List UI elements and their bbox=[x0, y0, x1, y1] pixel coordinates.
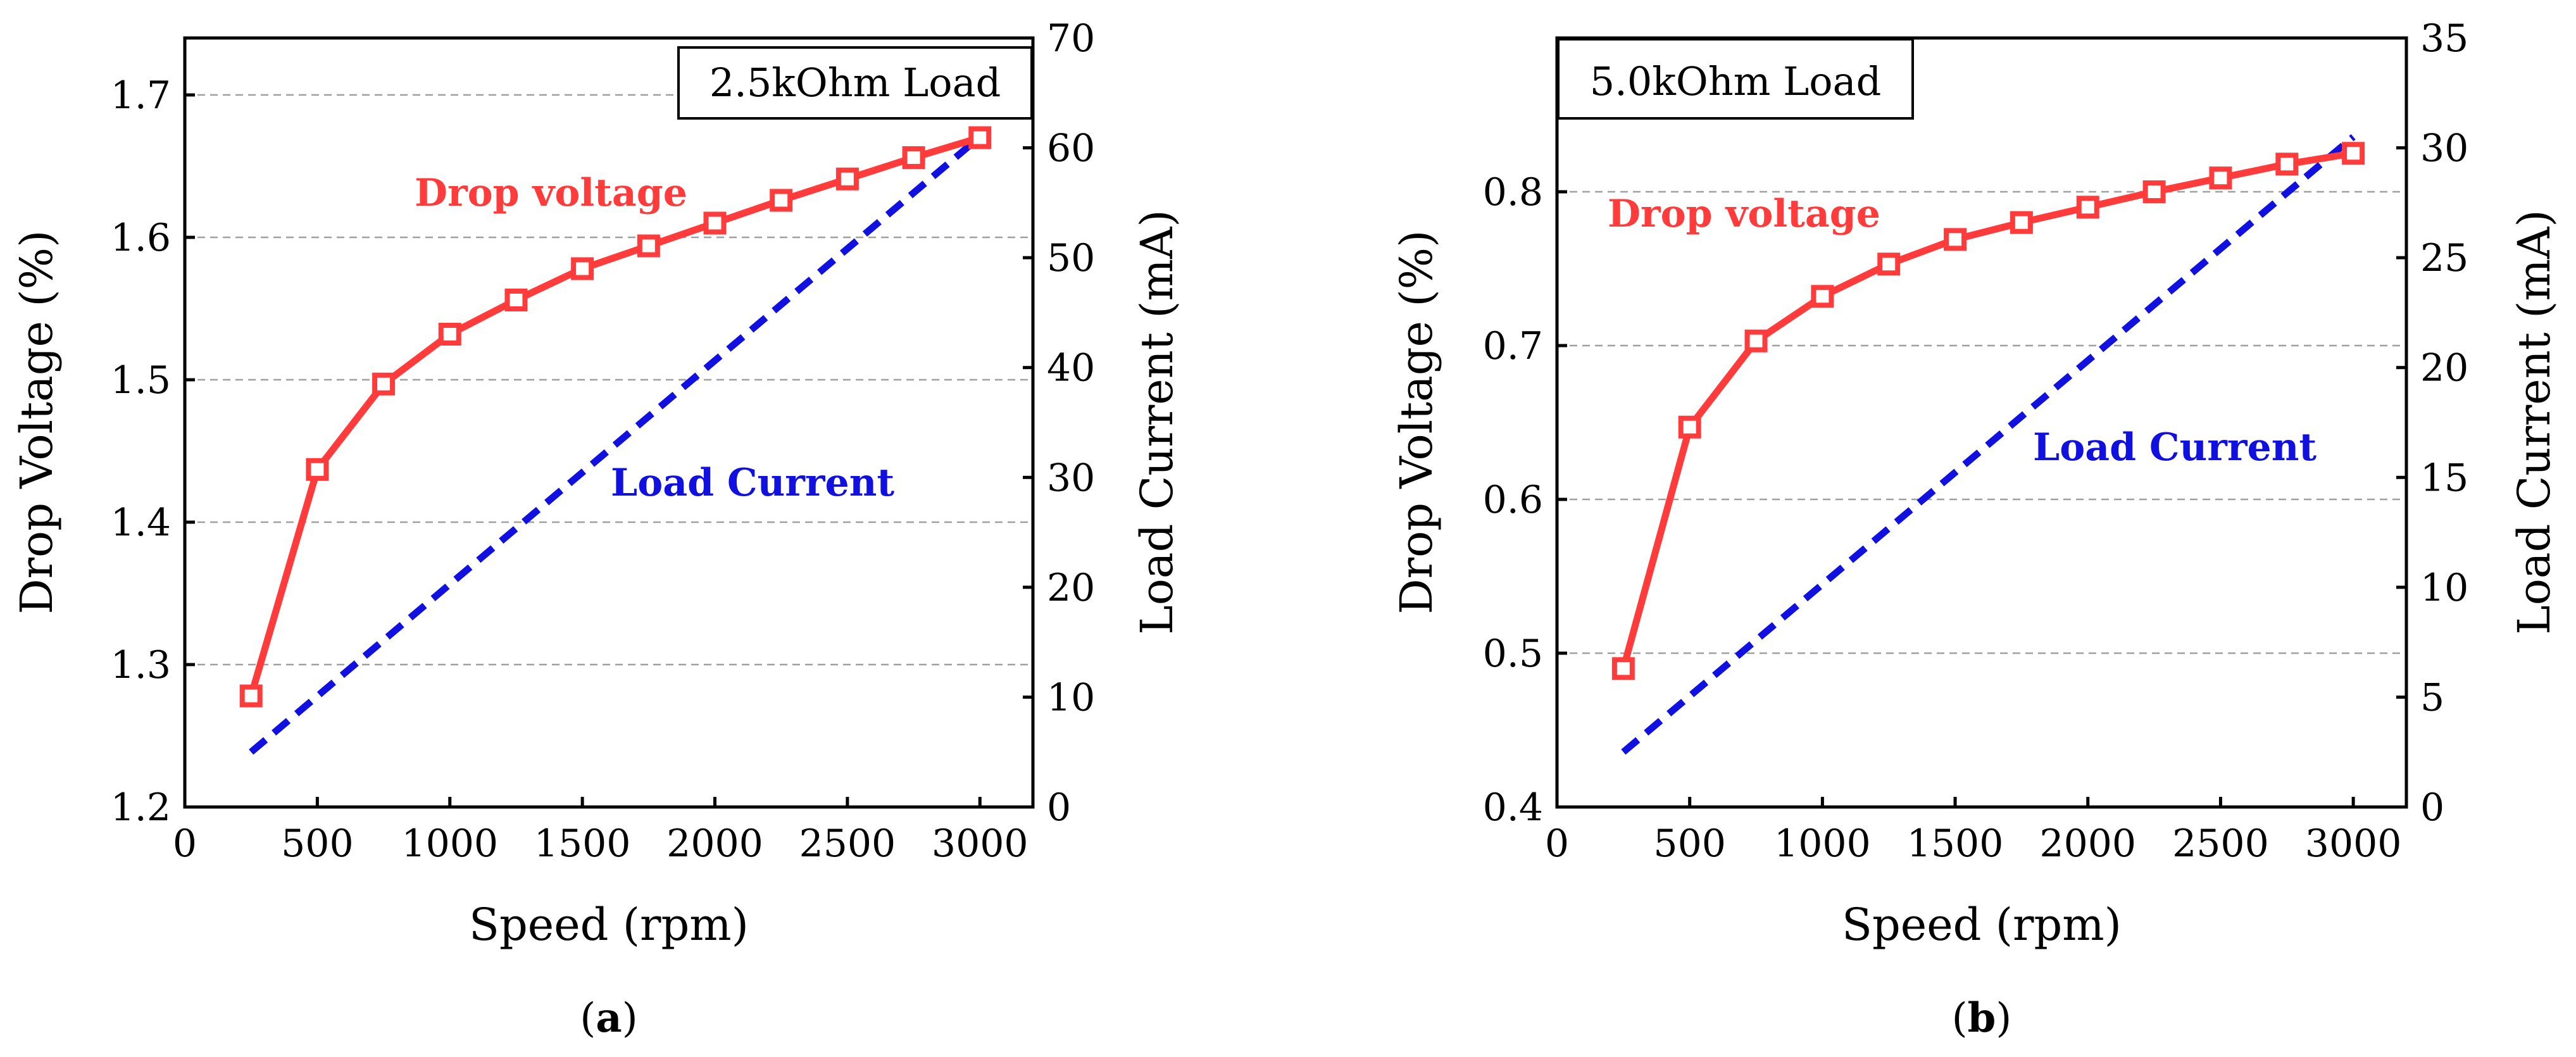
panel-label: (a) bbox=[580, 994, 637, 1042]
y-right-tick-label: 20 bbox=[1047, 566, 1095, 610]
y-right-tick-label: 5 bbox=[2420, 675, 2444, 720]
y-left-tick-label: 0.4 bbox=[1483, 785, 1543, 830]
y-axis-left-title: Drop Voltage (%) bbox=[11, 230, 63, 615]
y-left-tick-label: 1.6 bbox=[111, 216, 171, 260]
x-tick-label: 2000 bbox=[2039, 822, 2136, 866]
y-axis-right-title: Load Current (mA) bbox=[2508, 210, 2560, 634]
x-tick-label: 1500 bbox=[534, 822, 631, 866]
y-left-tick-label: 0.8 bbox=[1483, 170, 1543, 215]
y-right-tick-label: 35 bbox=[2420, 16, 2468, 61]
data-point-drop-voltage bbox=[968, 126, 992, 149]
data-point-drop-voltage bbox=[2209, 166, 2232, 190]
data-point-drop-voltage bbox=[239, 684, 263, 708]
y-axis-left-title: Drop Voltage (%) bbox=[1391, 230, 1442, 615]
data-point-drop-voltage bbox=[835, 167, 859, 191]
data-point-drop-voltage bbox=[703, 211, 727, 235]
y-right-tick-label: 25 bbox=[2420, 236, 2468, 280]
data-point-drop-voltage bbox=[1611, 657, 1635, 680]
y-right-tick-label: 30 bbox=[1047, 456, 1095, 500]
x-tick-label: 1500 bbox=[1907, 822, 2004, 866]
series-line-load-current bbox=[249, 134, 982, 755]
x-tick-label: 0 bbox=[173, 822, 197, 866]
chart-panel-b: 0.4 0.5 0.6 0.7 0.8 0 5 10 15 20 25 30 35 0 500 1000 150… bbox=[1391, 16, 2560, 1042]
y-left-tick-label: 1.5 bbox=[111, 358, 171, 403]
data-point-drop-voltage bbox=[504, 289, 528, 311]
panel-label: (b) bbox=[1952, 994, 2012, 1042]
x-tick-label: 3000 bbox=[2305, 822, 2402, 866]
y-right-tick-label: 15 bbox=[2420, 456, 2468, 500]
series-line-drop-voltage bbox=[247, 134, 981, 697]
data-point-drop-voltage bbox=[1877, 253, 1901, 276]
data-point-drop-voltage bbox=[372, 372, 396, 396]
legend-box: 5.0kOhm Load bbox=[1557, 38, 1914, 120]
legend-box: 2.5kOhm Load bbox=[677, 46, 1033, 120]
x-tick-label: 2500 bbox=[2172, 822, 2269, 866]
y-right-tick-label: 20 bbox=[2420, 346, 2468, 391]
y-left-tick-label: 1.3 bbox=[111, 643, 171, 687]
x-tick-label: 500 bbox=[1653, 822, 1726, 866]
y-right-tick-label: 10 bbox=[1047, 675, 1095, 720]
y-axis-right-title: Load Current (mA) bbox=[1131, 210, 1183, 634]
x-tick-label: 0 bbox=[1545, 822, 1569, 866]
x-axis-title: Speed (rpm) bbox=[469, 899, 749, 951]
y-right-tick-label: 50 bbox=[1047, 236, 1095, 280]
x-tick-label: 500 bbox=[281, 822, 354, 866]
plot-frame bbox=[183, 36, 1035, 809]
y-left-tick-label: 1.4 bbox=[111, 501, 171, 545]
y-right-tick-label: 10 bbox=[2420, 566, 2468, 610]
data-point-drop-voltage bbox=[1944, 228, 1967, 251]
y-right-tick-label: 40 bbox=[1047, 346, 1095, 391]
data-point-drop-voltage bbox=[1678, 415, 1701, 439]
data-point-drop-voltage bbox=[2010, 211, 2033, 234]
series-label-drop-voltage: Drop voltage bbox=[415, 171, 687, 215]
data-point-drop-voltage bbox=[2076, 196, 2099, 219]
data-point-drop-voltage bbox=[1744, 329, 1768, 353]
y-left-tick-label: 1.7 bbox=[111, 73, 171, 118]
series-line-load-current bbox=[1621, 134, 2356, 755]
data-point-drop-voltage bbox=[2142, 180, 2166, 203]
y-left-tick-label: 0.5 bbox=[1483, 632, 1543, 676]
x-tick-label: 1000 bbox=[1774, 822, 1871, 866]
plot-frame bbox=[1555, 36, 2408, 809]
y-right-tick-label: 70 bbox=[1047, 16, 1095, 61]
x-axis-title: Speed (rpm) bbox=[1842, 899, 2122, 951]
data-point-drop-voltage bbox=[637, 234, 660, 258]
series-label-drop-voltage: Drop voltage bbox=[1608, 192, 1880, 236]
x-tick-label: 2500 bbox=[799, 822, 896, 866]
x-tick-label: 3000 bbox=[932, 822, 1029, 866]
data-point-drop-voltage bbox=[571, 257, 594, 280]
y-right-tick-label: 0 bbox=[2420, 785, 2444, 830]
data-point-drop-voltage bbox=[306, 458, 329, 481]
y-left-tick-label: 0.6 bbox=[1483, 478, 1543, 522]
y-right-tick-label: 60 bbox=[1047, 127, 1095, 171]
series-label-load-current: Load Current bbox=[2033, 425, 2317, 470]
data-point-drop-voltage bbox=[902, 146, 925, 169]
data-point-drop-voltage bbox=[2342, 142, 2365, 165]
chart-title: 5.0kOhm Load bbox=[1590, 58, 1882, 104]
data-point-drop-voltage bbox=[770, 189, 793, 212]
x-tick-label: 2000 bbox=[666, 822, 763, 866]
y-left-tick-label: 1.2 bbox=[111, 785, 171, 830]
x-tick-label: 1000 bbox=[401, 822, 498, 866]
data-point-drop-voltage bbox=[1811, 285, 1834, 308]
y-right-tick-label: 30 bbox=[2420, 127, 2468, 171]
series-label-load-current: Load Current bbox=[611, 461, 894, 505]
data-point-drop-voltage bbox=[2275, 153, 2299, 176]
data-point-drop-voltage bbox=[438, 323, 461, 346]
y-left-tick-label: 0.7 bbox=[1483, 324, 1543, 368]
chart-title: 2.5kOhm Load bbox=[710, 59, 1001, 106]
y-right-tick-label: 0 bbox=[1047, 785, 1071, 830]
chart-panel-a: 1.2 1.3 1.4 1.5 1.6 1.7 0 10 20 30 40 50 60 70 0 500 100… bbox=[11, 16, 1183, 1042]
